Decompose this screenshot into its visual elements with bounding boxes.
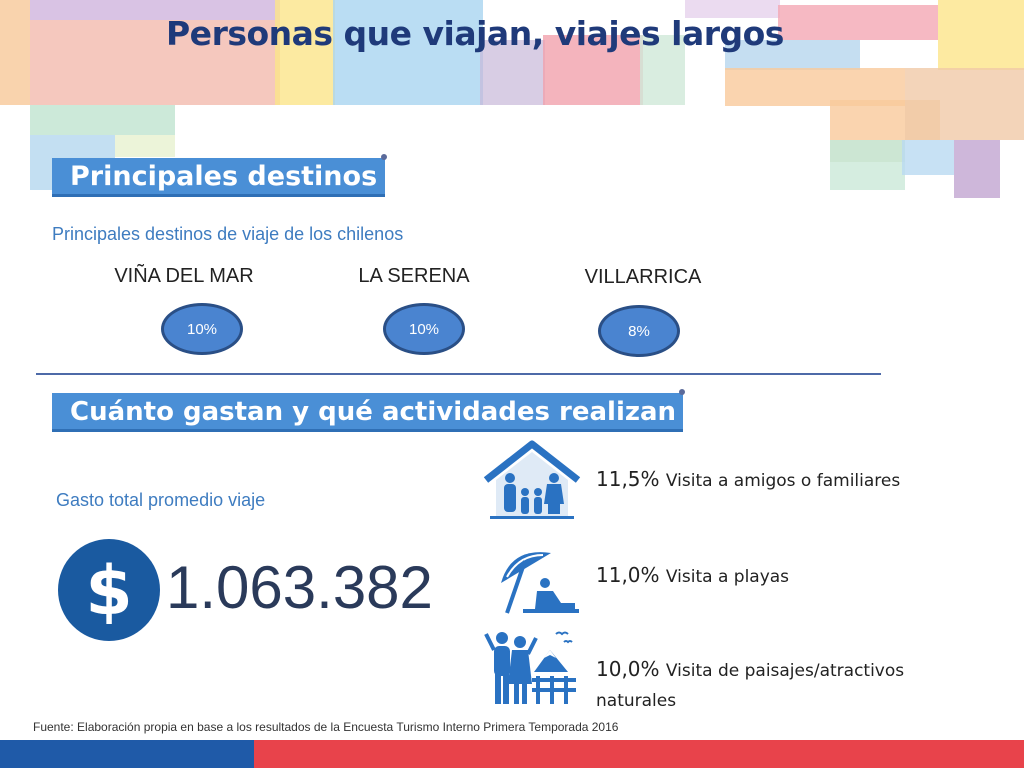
section-banner-label: Cuánto gastan y qué actividades realizan (70, 397, 677, 427)
banner-knob (381, 154, 387, 160)
section-banner-gastos: Cuánto gastan y qué actividades realizan (52, 389, 685, 429)
section-banner-destinos: Principales destinos (52, 154, 387, 194)
scenery-couple-icon (484, 628, 580, 706)
page-title: Personas que viajan, viajes largos (166, 14, 784, 53)
destinations-subtitle: Principales destinos de viaje de los chi… (52, 224, 404, 244)
activity-item: 11,0% Visita a playas (596, 561, 926, 591)
destination-percent-bubble: 10% (383, 303, 465, 355)
activity-percent: 11,0% (596, 563, 660, 587)
source-note: Fuente: Elaboración propia en base a los… (33, 720, 619, 734)
activity-percent: 11,5% (596, 467, 660, 491)
spend-value: 1.063.382 (166, 554, 433, 621)
destination-percent-bubble: 10% (161, 303, 243, 355)
destination-percent: 8% (628, 322, 650, 340)
activity-description: Visita de paisajes/atractivos naturales (596, 661, 905, 711)
destination-percent: 10% (186, 320, 218, 338)
section-divider (36, 373, 881, 375)
activity-item: 10,0% Visita de paisajes/atractivos natu… (596, 655, 926, 715)
activity-item: 11,5% Visita a amigos o familiares (596, 465, 926, 495)
activity-description: Visita a amigos o familiares (665, 471, 901, 491)
spend-label: Gasto total promedio viaje (56, 490, 266, 510)
footer-bar-blue (0, 740, 254, 768)
family-house-icon (482, 440, 582, 522)
svg-text:$: $ (85, 552, 132, 631)
beach-umbrella-icon (495, 543, 579, 615)
destination-percent-bubble: 8% (598, 305, 680, 357)
destination-name: LA SERENA (358, 265, 470, 287)
destination-name: VIÑA DEL MAR (114, 265, 254, 287)
section-banner-label: Principales destinos (70, 161, 378, 192)
destination-percent: 10% (408, 320, 440, 338)
destination-name: VILLARRICA (584, 266, 702, 288)
activity-description: Visita a playas (665, 567, 790, 587)
banner-knob (679, 389, 685, 395)
footer-bar-red (254, 740, 1024, 768)
dollar-coin-icon: $ (58, 538, 160, 642)
activity-percent: 10,0% (596, 657, 660, 681)
